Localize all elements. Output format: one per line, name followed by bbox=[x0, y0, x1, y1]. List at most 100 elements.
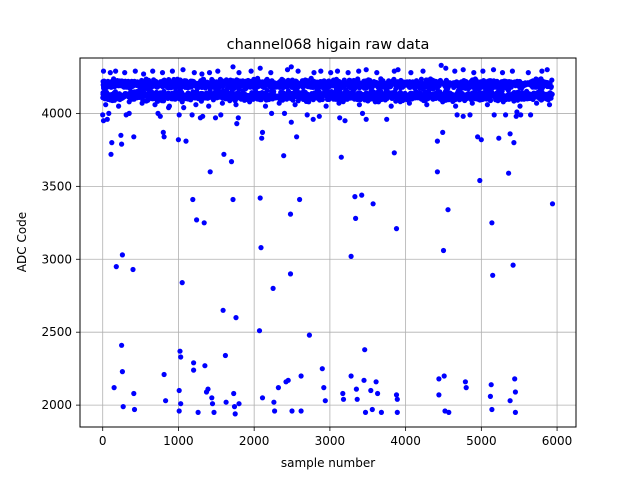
data-point bbox=[178, 354, 184, 360]
data-point bbox=[109, 140, 115, 146]
x-tick-label: 5000 bbox=[466, 434, 497, 448]
band-point bbox=[373, 91, 379, 97]
band-point bbox=[489, 93, 495, 99]
band-point bbox=[222, 96, 228, 102]
band-point bbox=[286, 93, 292, 99]
band-point bbox=[169, 96, 175, 102]
data-point bbox=[157, 113, 163, 119]
data-point bbox=[507, 131, 513, 137]
data-point bbox=[512, 389, 519, 395]
data-point bbox=[194, 217, 200, 223]
y-axis-label: ADC Code bbox=[15, 212, 29, 272]
band-point bbox=[539, 85, 546, 91]
x-tick-label: 6000 bbox=[542, 434, 573, 448]
band-point bbox=[155, 93, 161, 100]
data-point bbox=[215, 68, 221, 74]
data-point bbox=[218, 112, 224, 118]
x-ticks: 0 1000 2000 3000 4000 5000 6000 bbox=[99, 427, 572, 448]
data-point bbox=[378, 409, 384, 415]
data-point bbox=[233, 102, 239, 108]
band-point bbox=[212, 89, 218, 96]
data-point bbox=[163, 398, 169, 404]
band-point bbox=[344, 80, 350, 86]
band-point bbox=[242, 79, 248, 85]
data-point bbox=[438, 62, 444, 68]
data-point bbox=[234, 121, 240, 127]
band-point bbox=[351, 82, 358, 88]
band-point bbox=[357, 97, 363, 103]
band-point bbox=[511, 94, 517, 100]
data-point bbox=[191, 360, 197, 366]
band-point bbox=[154, 84, 160, 90]
band-point bbox=[305, 92, 311, 99]
band-point bbox=[445, 85, 451, 91]
data-point bbox=[337, 115, 343, 121]
band-point bbox=[463, 92, 469, 98]
band-point bbox=[526, 94, 532, 100]
data-point bbox=[100, 112, 106, 118]
band-point bbox=[415, 95, 421, 101]
data-point bbox=[294, 134, 300, 140]
data-point bbox=[546, 102, 553, 108]
band-point bbox=[537, 93, 544, 99]
band-point bbox=[378, 88, 384, 94]
data-point bbox=[118, 132, 124, 138]
data-point bbox=[119, 369, 125, 375]
data-point bbox=[176, 112, 182, 118]
band-point bbox=[475, 81, 481, 87]
data-point bbox=[159, 70, 166, 76]
data-points bbox=[100, 62, 556, 417]
data-point bbox=[319, 366, 325, 372]
data-point bbox=[496, 135, 502, 141]
band-point bbox=[184, 96, 190, 102]
band-point bbox=[230, 93, 236, 99]
data-point bbox=[368, 387, 374, 394]
data-point bbox=[199, 71, 205, 77]
data-point bbox=[100, 68, 107, 74]
x-tick-label: 3000 bbox=[315, 434, 346, 448]
chart-title: channel068 higain raw data bbox=[227, 37, 430, 53]
data-point bbox=[436, 392, 442, 398]
data-point bbox=[150, 68, 156, 74]
data-point bbox=[487, 393, 493, 399]
band-point bbox=[547, 81, 553, 87]
band-point bbox=[330, 80, 336, 86]
data-point bbox=[549, 201, 556, 207]
data-point bbox=[287, 211, 294, 217]
data-point bbox=[209, 401, 216, 407]
band-point bbox=[220, 84, 226, 90]
data-point bbox=[539, 68, 545, 74]
data-point bbox=[161, 371, 167, 378]
band-point bbox=[115, 78, 121, 84]
band-point bbox=[390, 91, 396, 98]
data-point bbox=[259, 129, 266, 135]
data-point bbox=[235, 115, 241, 121]
band-point bbox=[361, 84, 367, 90]
data-point bbox=[510, 262, 516, 268]
band-point bbox=[454, 90, 460, 96]
data-point bbox=[340, 396, 347, 402]
band-point bbox=[180, 82, 186, 88]
band-point bbox=[321, 82, 328, 89]
data-point bbox=[509, 68, 515, 74]
data-point bbox=[232, 411, 238, 417]
data-point bbox=[233, 315, 239, 321]
data-point bbox=[206, 103, 212, 109]
data-point bbox=[236, 401, 242, 407]
band-point bbox=[542, 91, 548, 97]
band-point bbox=[397, 89, 403, 95]
data-point bbox=[257, 65, 263, 71]
data-point bbox=[506, 170, 512, 176]
y-tick-label: 2500 bbox=[41, 325, 72, 339]
data-point bbox=[222, 352, 228, 359]
data-point bbox=[191, 367, 197, 373]
data-point bbox=[500, 99, 506, 105]
band-point bbox=[116, 91, 122, 97]
data-point bbox=[408, 70, 414, 76]
band-point bbox=[162, 83, 168, 89]
data-point bbox=[424, 102, 430, 108]
band-point bbox=[364, 78, 370, 84]
data-point bbox=[228, 159, 235, 165]
data-point bbox=[321, 385, 327, 391]
band-point bbox=[475, 96, 481, 102]
